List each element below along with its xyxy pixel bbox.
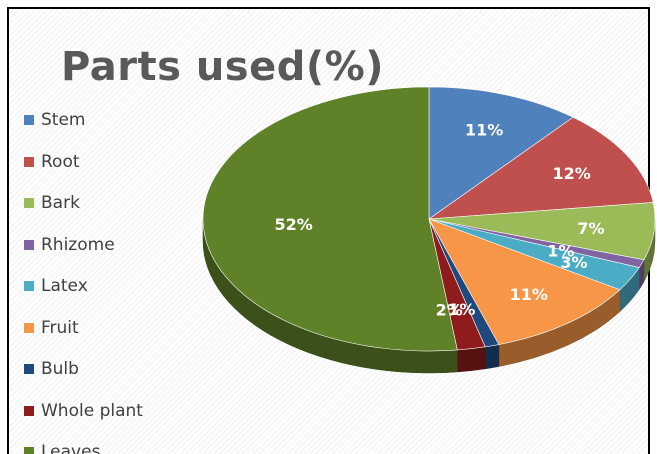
data-label-leaves: 52% [275, 215, 313, 234]
pie-data-labels: 11%12%7%1%3%11%1%2%52% [275, 121, 605, 320]
legend-item-stem: Stem [24, 108, 214, 132]
legend-label-latex: Latex [41, 276, 88, 296]
legend-swatch-latex [24, 281, 34, 291]
legend-swatch-leaves [24, 447, 34, 454]
legend-item-fruit: Fruit [24, 316, 214, 340]
legend-item-bark: Bark [24, 191, 214, 215]
legend-item-latex: Latex [24, 274, 214, 298]
data-label-bark: 7% [577, 219, 604, 238]
legend-swatch-bulb [24, 364, 34, 374]
legend-label-rhizome: Rhizome [41, 234, 115, 255]
pie-slice-fruit [428, 218, 621, 345]
legend-swatch-whole-plant [24, 405, 34, 416]
data-label-bulb: 1% [448, 300, 475, 319]
data-label-rhizome: 1% [547, 242, 574, 261]
legend-label-fruit: Fruit [41, 317, 79, 338]
pie-side-walls [202, 218, 656, 374]
data-label-fruit: 11% [510, 285, 548, 304]
pie-slice-leaves [202, 86, 458, 352]
legend-swatch-rhizome [24, 239, 34, 250]
data-label-latex: 3% [560, 253, 587, 272]
data-label-stem: 11% [465, 121, 503, 140]
legend-label-root: Root [41, 151, 80, 172]
legend-item-leaves: Leaves [24, 440, 214, 454]
legend-swatch-bark [24, 198, 34, 208]
legend-item-whole-plant: Whole plant [24, 399, 214, 423]
data-label-root: 12% [552, 164, 590, 183]
pie-side-bulb [484, 344, 500, 370]
pie-slice-stem [428, 86, 574, 220]
pie-side-whole-plant [457, 346, 486, 373]
data-label-whole-plant: 2% [436, 300, 463, 319]
legend-label-leaves: Leaves [41, 442, 101, 454]
legend-swatch-fruit [24, 322, 34, 333]
pie-slice-root [427, 116, 654, 220]
legend-swatch-root [24, 156, 34, 167]
legend-swatch-stem [24, 115, 34, 125]
legend-label-bark: Bark [41, 193, 80, 213]
legend-label-stem: Stem [41, 110, 86, 130]
legend-item-root: Root [24, 150, 214, 174]
chart-title: Parts used(%) [61, 44, 385, 90]
legend-label-bulb: Bulb [41, 359, 79, 379]
legend-item-bulb: Bulb [24, 357, 214, 381]
legend-label-whole-plant: Whole plant [41, 400, 143, 421]
pie-slices [202, 86, 656, 352]
legend-item-rhizome: Rhizome [24, 233, 214, 257]
